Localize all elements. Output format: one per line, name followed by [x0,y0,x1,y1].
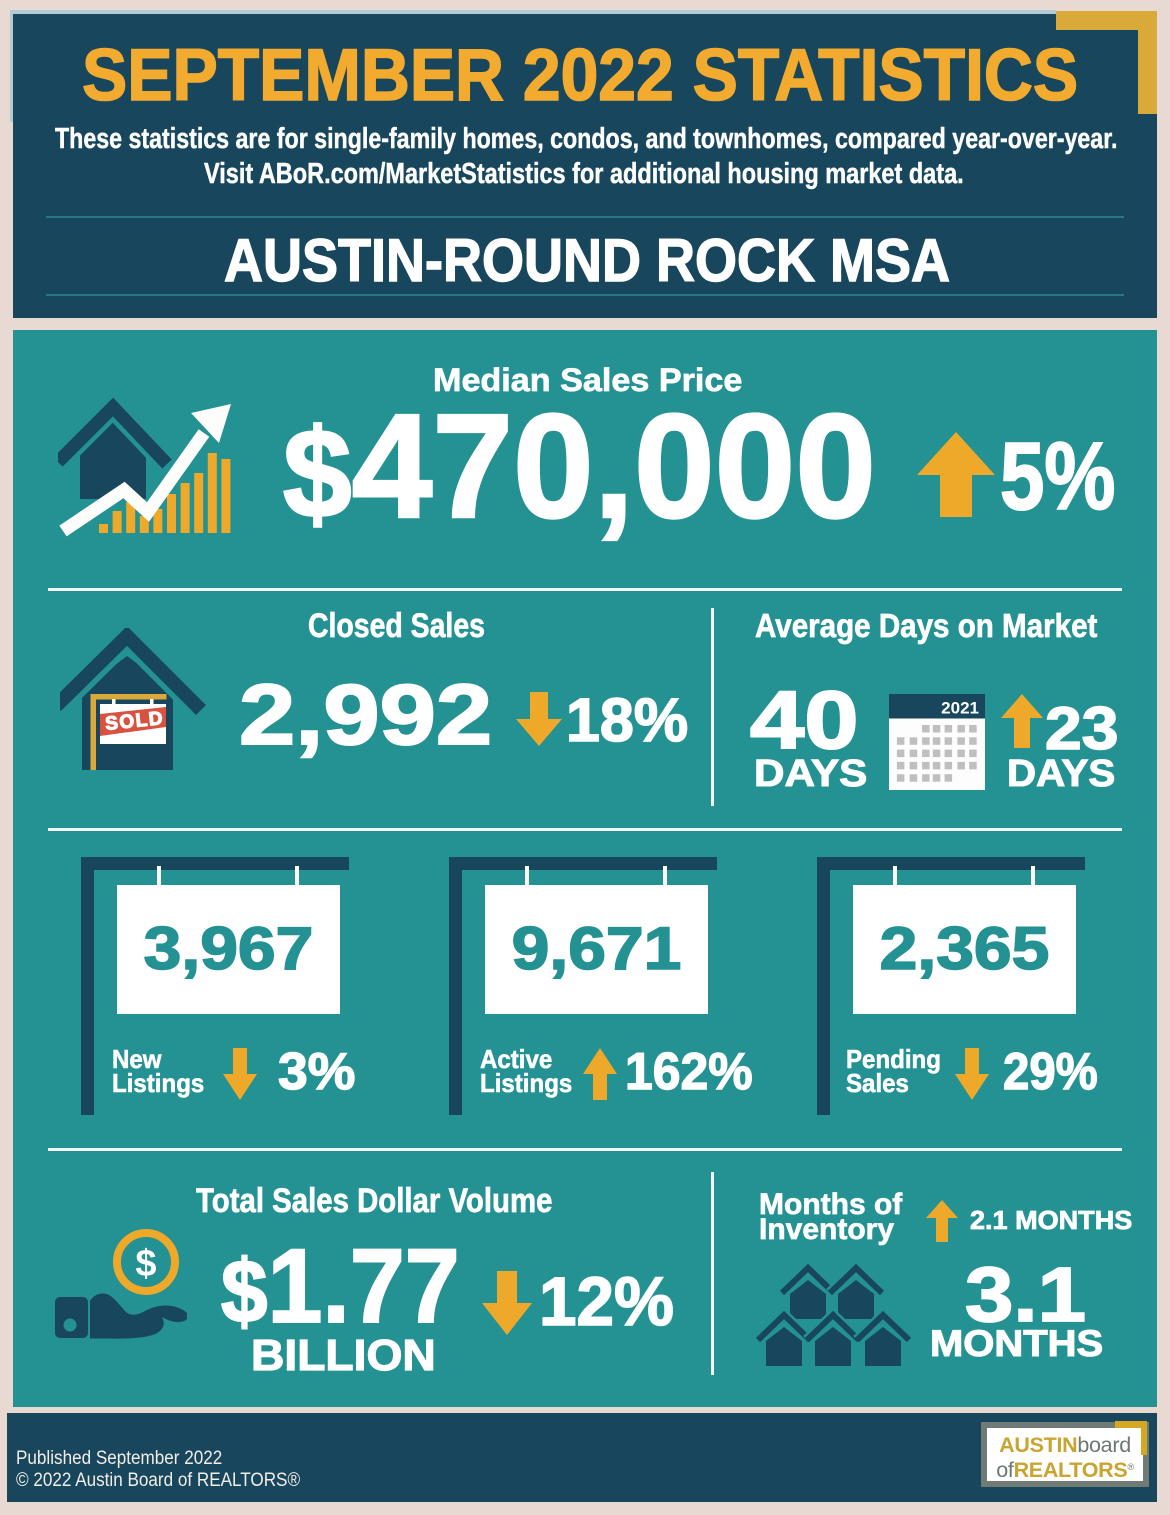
svg-text:$: $ [135,1243,156,1285]
svg-text:SOLD: SOLD [104,708,165,735]
svg-text:2021: 2021 [941,699,979,718]
